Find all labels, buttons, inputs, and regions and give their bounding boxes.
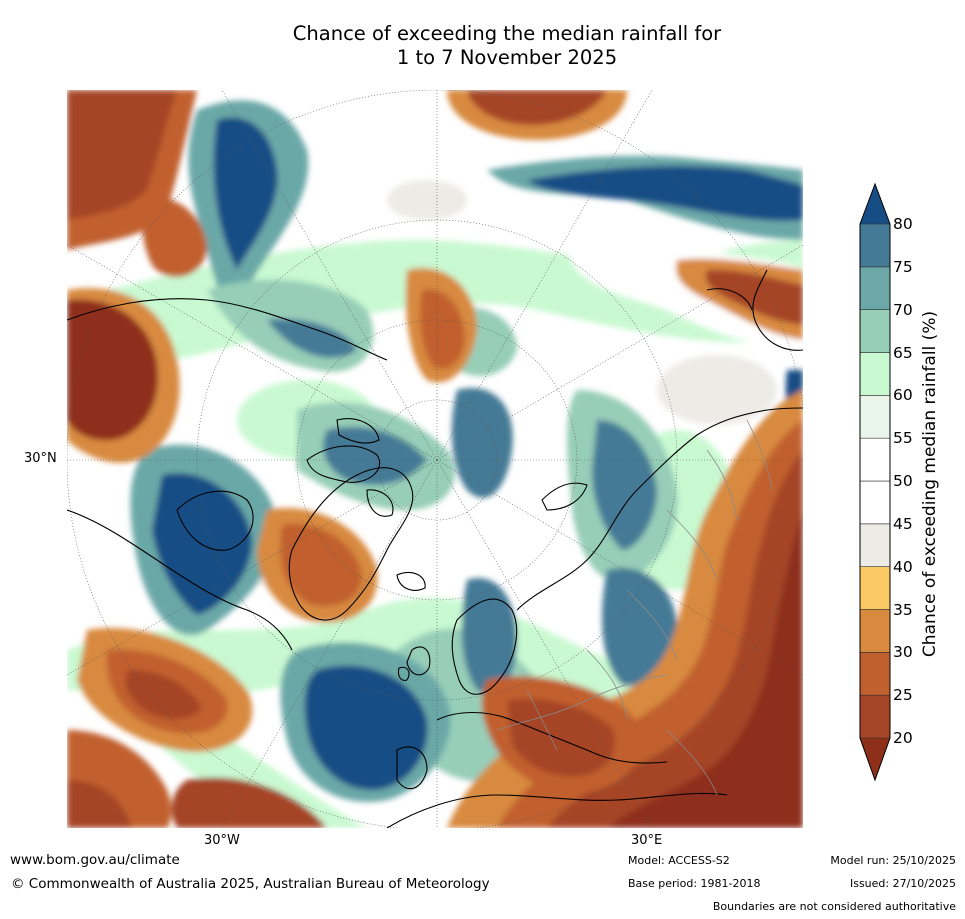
colorbar-segment-35_40 <box>859 566 891 610</box>
colorbar-tick-45: 45 <box>893 514 913 533</box>
colorbar-segment-75_80 <box>859 223 891 268</box>
lat-30n-label: 30°N <box>24 451 57 466</box>
title-line-2: 1 to 7 November 2025 <box>396 46 618 69</box>
colorbar-tick-65: 65 <box>893 343 913 362</box>
colorbar-tick-80: 80 <box>893 215 913 233</box>
footer-model: Model: ACCESS-S2 <box>628 854 730 867</box>
colorbar-tick-30: 30 <box>893 643 913 662</box>
colorbar-segment-50_55 <box>859 437 891 482</box>
colorbar-tick-20: 20 <box>893 729 913 747</box>
colorbar-tick-50: 50 <box>893 472 913 490</box>
colorbar-segment-25_30 <box>859 652 891 696</box>
colorbar-segment-55_60 <box>859 395 891 439</box>
country-borders <box>496 419 773 796</box>
footer-base-period: Base period: 1981-2018 <box>628 877 761 890</box>
colorbar-extend-below-20 <box>860 738 890 780</box>
footer-disclaimer: Boundaries are not considered authoritat… <box>712 900 956 913</box>
colorbar <box>858 182 892 786</box>
coastlines <box>67 269 803 828</box>
colorbar-segments <box>859 184 891 780</box>
colorbar-tick-55: 55 <box>893 429 913 448</box>
title-line-1: Chance of exceeding the median rainfall … <box>292 22 722 45</box>
colorbar-tick-75: 75 <box>893 257 913 276</box>
colorbar-segment-70_75 <box>859 266 891 310</box>
lon-30e-label: 30°E <box>631 833 663 848</box>
colorbar-segment-45_50 <box>859 480 891 525</box>
rainfall-map <box>67 90 803 828</box>
colorbar-segment-20_25 <box>859 694 891 739</box>
footer-issued: Issued: 27/10/2025 <box>849 877 956 890</box>
colorbar-segment-30_35 <box>859 609 891 653</box>
footer-copyright: © Commonwealth of Australia 2025, Austra… <box>11 876 490 892</box>
colorbar-title: Chance of exceeding median rainfall (%) <box>920 310 940 658</box>
graticule <box>67 90 803 828</box>
colorbar-tick-25: 25 <box>893 686 913 705</box>
footer-model-run: Model run: 25/10/2025 <box>830 854 956 867</box>
lon-30w-label: 30°W <box>204 833 240 848</box>
colorbar-segment-65_70 <box>859 309 891 353</box>
colorbar-tick-35: 35 <box>893 600 913 619</box>
colorbar-tick-70: 70 <box>893 300 913 319</box>
colorbar-segment-40_45 <box>859 523 891 567</box>
colorbar-tick-60: 60 <box>893 386 913 405</box>
footer-website: www.bom.gov.au/climate <box>10 852 180 868</box>
colorbar-svg <box>859 182 891 782</box>
map-svg <box>67 90 803 828</box>
chart-title: Chance of exceeding the median rainfall … <box>0 22 965 70</box>
colorbar-extend-above-80 <box>860 184 890 224</box>
colorbar-tick-40: 40 <box>893 557 913 576</box>
colorbar-segment-60_65 <box>859 352 891 396</box>
